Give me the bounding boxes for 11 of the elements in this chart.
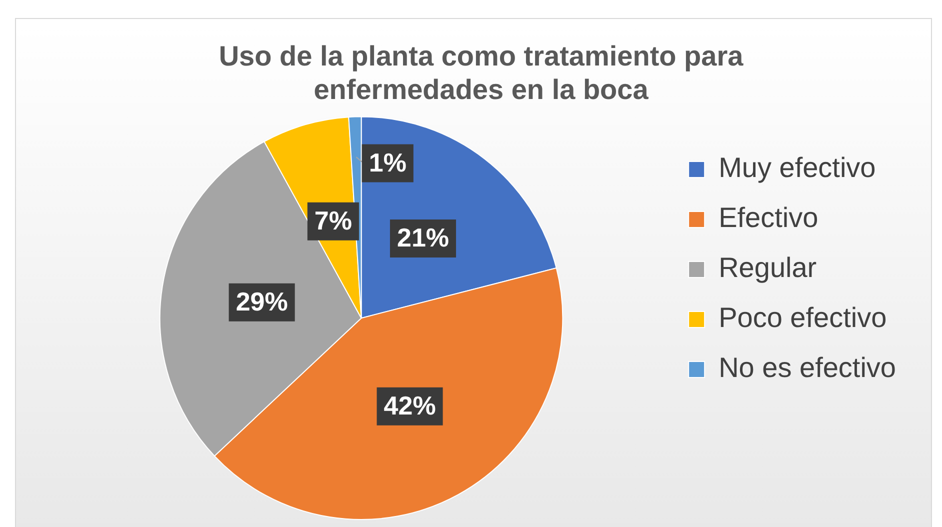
data-label: 29%	[236, 286, 288, 317]
legend-label: Regular	[718, 252, 817, 284]
legend-label: Efectivo	[718, 202, 818, 234]
legend-label: No es efectivo	[718, 352, 896, 384]
legend-label: Poco efectivo	[718, 302, 887, 334]
legend-label: Muy efectivo	[718, 152, 876, 184]
data-label: 42%	[384, 390, 436, 421]
data-label: 21%	[396, 222, 450, 253]
data-label: 7%	[314, 206, 352, 236]
data-label: 1%	[368, 147, 406, 178]
chart-title: Uso de la planta como tratamiento para enfermedades en la boca	[218, 40, 744, 106]
